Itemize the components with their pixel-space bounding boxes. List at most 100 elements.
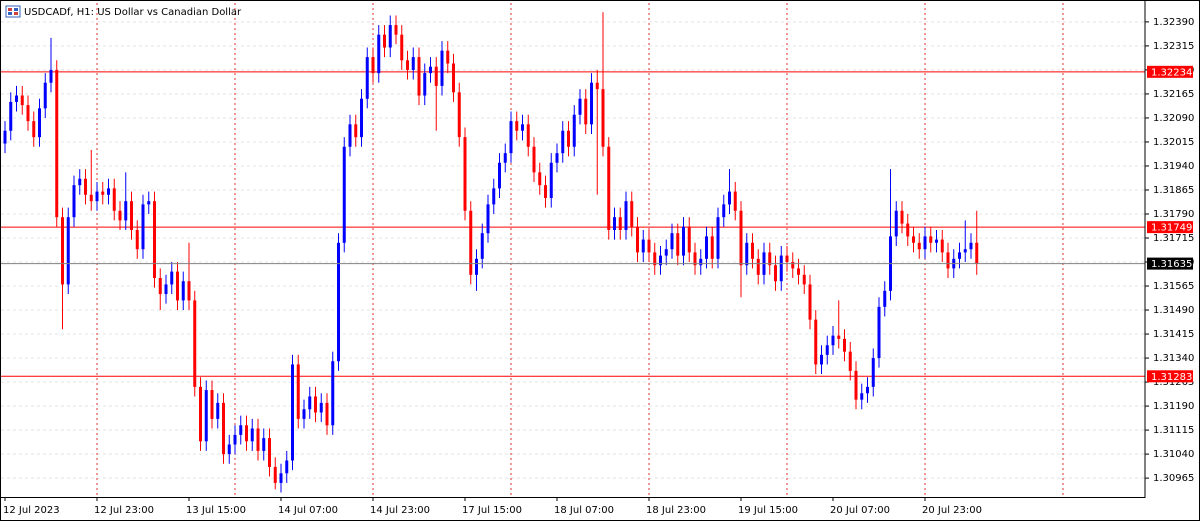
candle-body — [567, 130, 570, 147]
candle-body — [371, 57, 375, 74]
candle-body — [975, 242, 979, 264]
candle-body — [584, 98, 588, 125]
candle-body — [676, 233, 680, 256]
candle-body — [3, 130, 7, 144]
candle-body — [268, 438, 271, 467]
candle-body — [204, 390, 208, 442]
candle-body — [946, 252, 950, 269]
candle-body — [187, 281, 191, 301]
candle-body — [831, 335, 835, 346]
candle-body — [871, 358, 875, 387]
candle-body — [866, 386, 869, 394]
candle-body — [486, 204, 490, 234]
candle-body — [210, 390, 214, 419]
level-label: 1.31749 — [1151, 223, 1192, 234]
candle-body — [262, 438, 266, 451]
candle-body — [733, 191, 737, 211]
candle-body — [906, 223, 910, 237]
y-tick-label: 1.31790 — [1153, 209, 1194, 220]
candle-body — [43, 82, 47, 109]
y-tick-label: 1.32090 — [1153, 113, 1194, 124]
candle-body — [72, 185, 76, 218]
candle-body — [555, 153, 559, 163]
candle-body — [848, 351, 852, 371]
level-label: 1.31283 — [1151, 372, 1192, 383]
candle-body — [636, 226, 639, 253]
candle-body — [572, 114, 576, 147]
y-tick-label: 1.30965 — [1153, 473, 1194, 484]
candle-body — [480, 233, 484, 259]
candle-body — [561, 130, 565, 154]
candle-body — [314, 396, 317, 413]
candle-body — [256, 428, 260, 451]
y-tick-label: 1.31265 — [1153, 377, 1194, 388]
candle-body — [607, 146, 611, 230]
candle-body — [728, 191, 731, 205]
x-tick-label: 13 Jul 15:00 — [186, 505, 246, 516]
candle-body — [400, 34, 404, 61]
candle-body — [601, 89, 605, 147]
y-tick-label: 1.31190 — [1153, 401, 1194, 412]
candle-body — [446, 50, 450, 64]
candle-body — [860, 393, 864, 400]
candle-body — [308, 396, 312, 410]
candle-body — [590, 82, 593, 125]
candle-body — [354, 124, 358, 138]
candle-body — [578, 98, 582, 115]
candle-body — [32, 121, 36, 138]
candle-body — [912, 236, 915, 243]
candle-body — [216, 402, 220, 419]
candle-body — [699, 258, 703, 266]
candle-body — [664, 249, 668, 256]
candle-body — [791, 262, 795, 269]
candle-body — [647, 239, 651, 253]
candle-body — [107, 188, 110, 195]
candle-body — [929, 236, 933, 243]
candle-body — [779, 255, 783, 282]
candle-body — [900, 210, 904, 224]
candle-body — [331, 361, 335, 426]
y-tick-label: 1.31415 — [1153, 329, 1194, 340]
candle-body — [854, 370, 858, 400]
candle-body — [417, 57, 421, 96]
candle-body — [222, 402, 225, 455]
candle-body — [618, 217, 622, 230]
candle-body — [670, 233, 674, 250]
candle-body — [38, 108, 41, 138]
candle-body — [55, 69, 59, 218]
candle-body — [365, 57, 369, 99]
candle-body — [233, 434, 237, 445]
candle-body — [118, 210, 122, 221]
candle-body — [745, 242, 749, 266]
candle-body — [739, 210, 743, 266]
x-tick-label: 18 Jul 07:00 — [554, 505, 614, 516]
candle-body — [498, 162, 501, 189]
candle-body — [95, 191, 99, 202]
y-tick-label: 1.31565 — [1153, 281, 1194, 292]
candle-body — [325, 402, 329, 426]
candle-body — [549, 162, 553, 198]
candle-body — [193, 300, 197, 387]
y-tick-label: 1.32315 — [1153, 41, 1194, 52]
candle-body — [61, 217, 64, 285]
x-tick-label: 20 Jul 07:00 — [830, 505, 890, 516]
candle-body — [319, 402, 323, 413]
candle-body — [682, 226, 685, 256]
x-tick-label: 17 Jul 15:00 — [462, 505, 522, 516]
candle-body — [641, 239, 645, 253]
candle-body — [595, 82, 599, 90]
candle-body — [630, 201, 634, 227]
candle-body — [521, 124, 524, 131]
candle-body — [452, 63, 455, 93]
level-label: 1.32234 — [1151, 67, 1192, 78]
candle-body — [411, 57, 415, 70]
candle-body — [526, 124, 530, 147]
candle-body — [469, 210, 473, 275]
candle-body — [388, 25, 392, 48]
candle-body — [509, 121, 513, 154]
candle-body — [406, 60, 409, 70]
y-tick-label: 1.31115 — [1153, 425, 1194, 436]
candle-body — [429, 66, 432, 74]
